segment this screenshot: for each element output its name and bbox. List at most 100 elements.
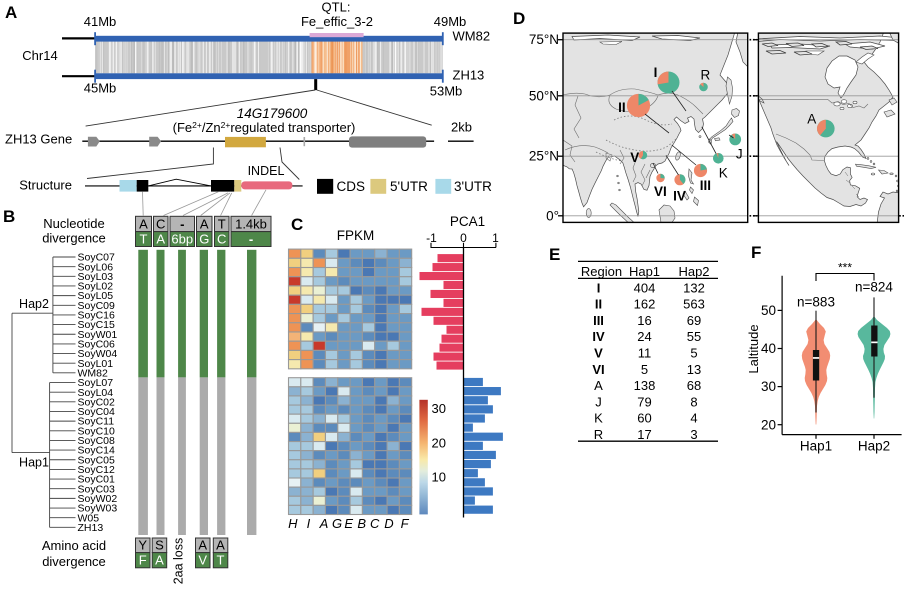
- svg-text:A: A: [807, 112, 816, 127]
- svg-text:69: 69: [687, 313, 701, 328]
- svg-text:30: 30: [761, 379, 776, 394]
- svg-text:5: 5: [690, 346, 697, 361]
- svg-text:60: 60: [637, 411, 651, 426]
- svg-text:R: R: [701, 68, 711, 83]
- svg-text:H: H: [288, 516, 298, 531]
- svg-text:Region: Region: [581, 264, 622, 279]
- svg-text:K: K: [719, 166, 728, 181]
- svg-text:Hap2: Hap2: [19, 297, 49, 311]
- svg-text:75°N: 75°N: [529, 32, 559, 47]
- svg-text:41Mb: 41Mb: [84, 14, 117, 29]
- svg-text:FPKM: FPKM: [337, 228, 375, 243]
- svg-text:E: E: [549, 245, 560, 264]
- svg-text:J: J: [595, 394, 602, 409]
- svg-text:16: 16: [637, 313, 651, 328]
- svg-text:V: V: [594, 346, 603, 361]
- svg-text:-: -: [180, 216, 184, 231]
- svg-text:Hap1: Hap1: [19, 456, 49, 470]
- svg-text:V: V: [198, 553, 207, 568]
- svg-text:D: D: [513, 9, 525, 28]
- svg-text:IV: IV: [592, 329, 605, 344]
- svg-text:I: I: [654, 65, 658, 80]
- svg-text:5: 5: [641, 362, 648, 377]
- svg-text:ZH13: ZH13: [78, 522, 104, 534]
- svg-text:20: 20: [432, 436, 446, 451]
- svg-text:Hap2: Hap2: [858, 439, 890, 454]
- svg-text:n=824: n=824: [855, 280, 893, 295]
- svg-text:V: V: [630, 150, 639, 165]
- svg-text:10: 10: [432, 470, 446, 485]
- svg-text:4: 4: [690, 411, 697, 426]
- svg-text:II: II: [595, 297, 602, 312]
- svg-text:Fe_effic_3-2: Fe_effic_3-2: [301, 14, 373, 29]
- svg-text:VI: VI: [654, 184, 667, 199]
- svg-text:0°: 0°: [546, 208, 559, 223]
- svg-text:11: 11: [638, 346, 652, 361]
- svg-text:A: A: [198, 538, 207, 553]
- svg-text:Chr14: Chr14: [22, 48, 57, 63]
- svg-text:divergence: divergence: [42, 231, 106, 246]
- svg-text:14G179600: 14G179600: [237, 106, 308, 121]
- svg-text:PCA1: PCA1: [450, 214, 485, 229]
- svg-text:25°N: 25°N: [529, 149, 559, 164]
- svg-text:50°N: 50°N: [529, 88, 559, 103]
- svg-text:40: 40: [761, 341, 776, 356]
- svg-text:79: 79: [637, 394, 651, 409]
- svg-text:24: 24: [637, 329, 651, 344]
- svg-text:I: I: [597, 280, 601, 295]
- svg-text:Amino acid: Amino acid: [42, 538, 106, 553]
- svg-text:A: A: [155, 553, 164, 568]
- svg-text:C: C: [370, 516, 380, 531]
- svg-text:IV: IV: [673, 189, 686, 204]
- svg-text:138: 138: [634, 378, 656, 393]
- svg-text:T: T: [140, 231, 148, 246]
- svg-text:6bp: 6bp: [171, 231, 193, 246]
- svg-text:A: A: [594, 378, 603, 393]
- svg-text:I: I: [307, 516, 311, 531]
- svg-text:0: 0: [460, 231, 467, 245]
- svg-text:Hap2: Hap2: [678, 264, 709, 279]
- svg-text:Nucleotide: Nucleotide: [43, 216, 104, 231]
- svg-text:T: T: [218, 216, 226, 231]
- svg-text:D: D: [384, 516, 393, 531]
- svg-text:Hap1: Hap1: [800, 439, 832, 454]
- svg-text:8: 8: [690, 394, 697, 409]
- svg-text:II: II: [618, 100, 626, 115]
- svg-text:K: K: [594, 411, 603, 426]
- svg-text:Y: Y: [138, 538, 147, 553]
- svg-text:B: B: [3, 207, 15, 226]
- svg-text:F: F: [401, 516, 410, 531]
- svg-text:C: C: [217, 231, 226, 246]
- svg-text:WM82: WM82: [453, 29, 491, 44]
- svg-text:ZH13 Gene: ZH13 Gene: [5, 132, 72, 147]
- svg-text:A: A: [216, 538, 225, 553]
- svg-text:55: 55: [687, 329, 701, 344]
- svg-text:50: 50: [761, 303, 776, 318]
- svg-text:S: S: [155, 538, 164, 553]
- svg-text:A: A: [139, 216, 148, 231]
- svg-text:1.4kb: 1.4kb: [235, 216, 267, 231]
- svg-text:QTL:: QTL:: [322, 0, 351, 15]
- svg-text:53Mb: 53Mb: [430, 84, 463, 99]
- svg-text:132: 132: [683, 280, 705, 295]
- svg-text:3'UTR: 3'UTR: [454, 179, 492, 194]
- svg-text:Hap1: Hap1: [629, 264, 660, 279]
- svg-text:CDS: CDS: [337, 179, 366, 194]
- svg-text:INDEL: INDEL: [248, 164, 285, 178]
- svg-text:-1: -1: [426, 231, 437, 245]
- svg-text:C: C: [291, 215, 303, 234]
- svg-text:A: A: [319, 516, 329, 531]
- svg-text:A: A: [5, 3, 17, 22]
- svg-text:J: J: [736, 147, 743, 162]
- svg-text:-: -: [249, 231, 253, 246]
- svg-text:404: 404: [634, 280, 656, 295]
- svg-text:G: G: [332, 516, 342, 531]
- svg-text:17: 17: [637, 427, 651, 442]
- svg-text:2kb: 2kb: [451, 120, 472, 135]
- svg-text:2aa loss: 2aa loss: [172, 538, 186, 585]
- svg-text:1: 1: [492, 231, 499, 245]
- svg-text:n=883: n=883: [797, 294, 835, 309]
- svg-text:68: 68: [687, 378, 701, 393]
- svg-text:III: III: [593, 313, 604, 328]
- svg-text:A: A: [200, 216, 209, 231]
